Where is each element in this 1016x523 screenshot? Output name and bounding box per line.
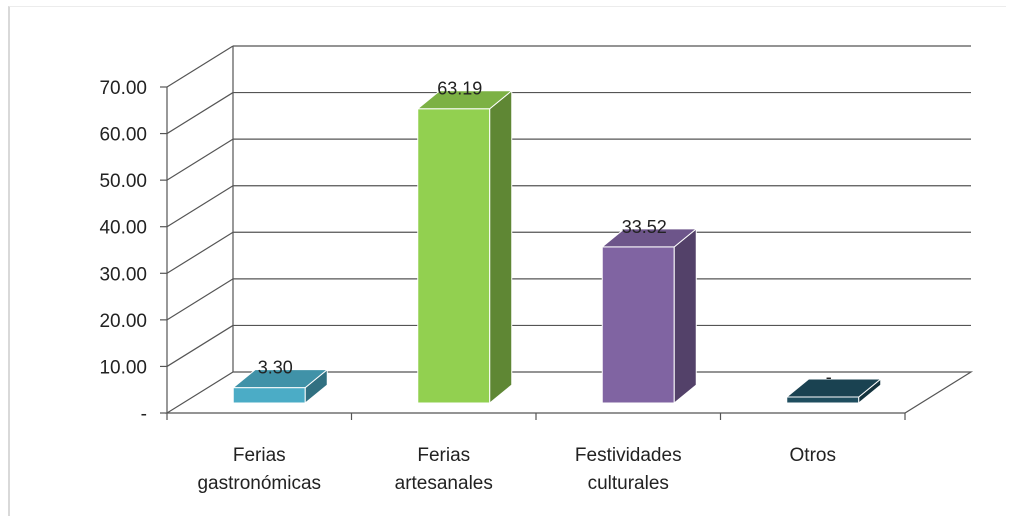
- bar-side: [673, 227, 697, 405]
- y-tick-label: -: [141, 404, 147, 425]
- y-tick-label: 40.00: [99, 218, 147, 239]
- bar-front: [601, 246, 675, 404]
- gridline-side: [166, 45, 234, 88]
- bar-top: [416, 90, 514, 110]
- gridline-side: [166, 278, 234, 321]
- bar-front: [786, 396, 860, 404]
- x-category-label: gastronómicas: [197, 473, 321, 494]
- y-tick-label: 20.00: [99, 311, 147, 332]
- x-category-label: artesanales: [395, 473, 493, 494]
- y-tick-label: 10.00: [99, 357, 147, 378]
- bar-top: [231, 369, 329, 389]
- x-category-label: Otros: [790, 445, 836, 466]
- bar-top: [785, 378, 883, 398]
- x-category-label: culturales: [588, 473, 669, 494]
- gridline-side: [166, 185, 234, 228]
- chart-frame: [8, 6, 1006, 516]
- gridline-side: [166, 92, 234, 135]
- bar-front: [417, 108, 491, 404]
- x-category-label: Festividades: [575, 445, 682, 466]
- gridline-side: [166, 231, 234, 274]
- gridline-side: [166, 138, 234, 181]
- data-label: 63.19: [437, 79, 482, 99]
- y-tick-label: 30.00: [99, 264, 147, 285]
- bar-front: [232, 387, 306, 404]
- bar-top: [600, 228, 698, 248]
- data-label: -: [826, 367, 832, 387]
- data-label: 33.52: [622, 217, 667, 237]
- data-label: 3.30: [258, 358, 293, 378]
- x-category-label: Ferias: [233, 445, 286, 466]
- y-tick-label: 60.00: [99, 125, 147, 146]
- gridline-side: [166, 324, 234, 367]
- chart-floor: [164, 371, 974, 414]
- bar-side: [489, 89, 513, 405]
- x-category-label: Ferias: [417, 445, 470, 466]
- y-tick-label: 70.00: [99, 78, 147, 99]
- y-tick-label: 50.00: [99, 171, 147, 192]
